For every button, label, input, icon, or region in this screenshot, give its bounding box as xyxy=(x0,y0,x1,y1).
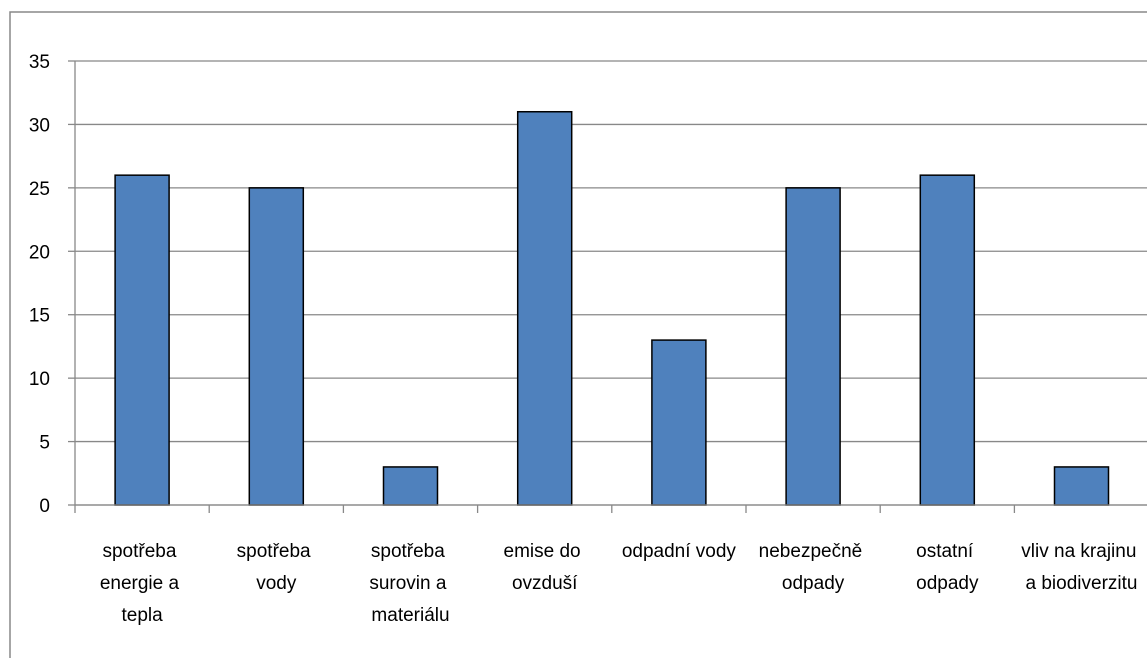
bar xyxy=(114,174,170,506)
y-tick-label: 20 xyxy=(29,242,50,263)
bar xyxy=(785,187,841,506)
y-tick-label: 10 xyxy=(29,369,50,390)
bar xyxy=(651,339,707,506)
y-tick-label: 30 xyxy=(29,115,50,136)
bar xyxy=(248,187,305,506)
x-tick-label: ostatní odpady xyxy=(916,541,979,594)
y-tick-label: 0 xyxy=(39,496,50,517)
x-tick-label: spotřeba surovin a materiálu xyxy=(369,541,451,626)
y-tick-label: 35 xyxy=(29,52,50,73)
y-tick-label: 15 xyxy=(29,306,50,327)
x-tick-label: vliv na krajinu a biodiverzitu xyxy=(1021,541,1141,594)
bar xyxy=(1053,466,1110,506)
y-tick-label: 5 xyxy=(39,433,50,454)
bar xyxy=(382,466,439,506)
x-tick-label: odpadní vody xyxy=(622,541,737,562)
bar xyxy=(516,110,573,506)
x-tick-label: emise do ovzduší xyxy=(504,541,586,594)
bar xyxy=(919,174,976,506)
x-tick-label: spotřeba energie a tepla xyxy=(100,541,185,626)
x-tick-label: nebezpečně odpady xyxy=(759,541,868,594)
x-tick-label: spotřeba vody xyxy=(237,541,316,594)
y-tick-label: 25 xyxy=(29,179,50,200)
